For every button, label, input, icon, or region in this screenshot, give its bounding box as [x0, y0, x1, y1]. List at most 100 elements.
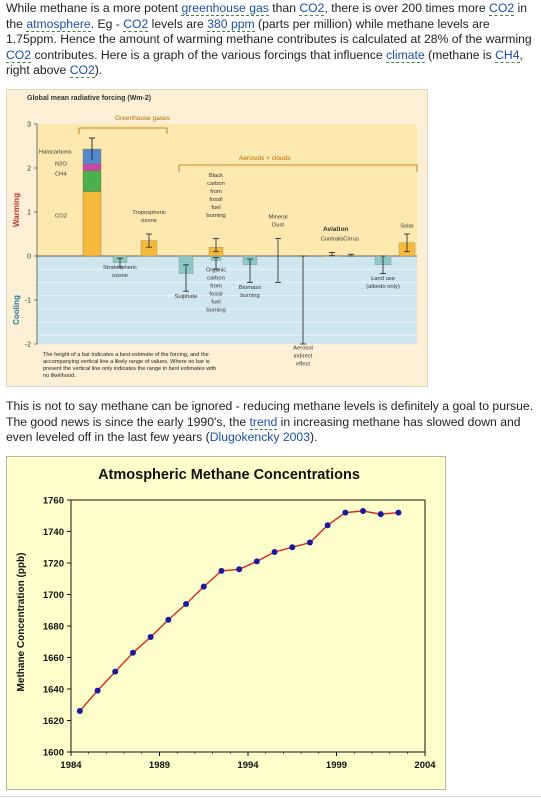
- methane-chart-title: Atmospheric Methane Concentrations: [98, 467, 360, 483]
- forcing-category-label-line: Biomass: [239, 285, 261, 291]
- ghg-bar-segment: [82, 163, 102, 171]
- ghg-component-label: N2O: [55, 161, 67, 167]
- forcing-category-label-line: Cirrus: [343, 237, 359, 243]
- methane-x-tick-label: 1989: [149, 760, 170, 771]
- radiative-forcing-chart: Global mean radiative forcing (Wm-2) War…: [6, 89, 428, 387]
- forcing-y-ticks: 3 2 1 0 -1 -2: [25, 122, 37, 349]
- forcing-category-label-line: Solar: [400, 223, 414, 229]
- methane-y-tick-label: 1760: [43, 496, 64, 507]
- methane-plot-frame: [70, 499, 426, 753]
- forcing-category-label: Stratospheric ozone: [103, 265, 137, 279]
- forcing-category-label-line: ozone: [112, 273, 128, 279]
- methane-x-tick-label: 1994: [237, 760, 259, 771]
- methane-y-tick-label: 1600: [43, 748, 64, 759]
- link-climate[interactable]: climate: [386, 47, 425, 63]
- cooling-band: [37, 256, 417, 344]
- forcing-category-label-line: burning: [206, 213, 225, 219]
- forcing-category-label-line: Dust: [272, 223, 284, 229]
- cooling-label: Cooling: [12, 295, 21, 325]
- forcing-category-label-line: (albedo only): [366, 284, 400, 290]
- radiative-forcing-svg: Global mean radiative forcing (Wm-2) War…: [12, 95, 418, 379]
- link-trend[interactable]: trend: [249, 414, 278, 430]
- forcing-category-label-line: carbon: [207, 181, 225, 187]
- methane-data-point: [253, 558, 260, 565]
- forcing-category-label: Solar: [400, 223, 414, 229]
- ghg-component-label: CH4: [55, 171, 67, 177]
- forcing-category-label-line: fuel: [211, 205, 220, 211]
- methane-x-tick-label: 1999: [326, 760, 347, 771]
- methane-data-point: [76, 708, 83, 715]
- methane-series-points: [76, 508, 402, 715]
- methane-data-point: [200, 583, 207, 590]
- group-greenhouse-label: Greenhouse gases: [115, 115, 171, 122]
- methane-y-axis-label: Methane Concentration (ppb): [16, 553, 27, 692]
- methane-data-point: [165, 616, 172, 623]
- forcing-y-tick-label: -2: [25, 342, 31, 349]
- forcing-category-label-line: fossil: [209, 291, 222, 297]
- forcing-category-label-line: indirect: [294, 353, 313, 359]
- link-co2[interactable]: CO2: [69, 63, 95, 78]
- link-co2[interactable]: CO2: [6, 47, 32, 63]
- forcing-category-label-line: Stratospheric: [103, 265, 137, 271]
- forcing-category-label-line: burning: [240, 293, 259, 299]
- methane-y-tick-label: 1620: [43, 716, 64, 727]
- forcing-y-tick-label: -1: [25, 298, 31, 305]
- forcing-category-label-line: fossil: [209, 197, 222, 203]
- intro-paragraph: While methane is a more potent greenhous…: [6, 1, 532, 78]
- link-dlugokencky-2003[interactable]: Dlugokencky 2003: [209, 430, 310, 444]
- methane-data-point: [289, 544, 296, 551]
- forcing-category-label-line: Mineral: [268, 215, 287, 221]
- methane-y-tick-label: 1740: [43, 527, 64, 538]
- methane-data-point: [147, 634, 154, 641]
- methane-data-point: [306, 539, 313, 546]
- methane-data-point: [183, 600, 190, 607]
- link-co2[interactable]: CO2: [489, 1, 515, 16]
- group-aviation-label: Aviation: [323, 226, 348, 233]
- methane-y-tick-label: 1640: [43, 685, 64, 696]
- forcing-category-label-line: Sulphate: [175, 294, 198, 300]
- forcing-category-label: Contrails: [321, 237, 344, 243]
- ghg-bar-segment: [82, 191, 102, 257]
- ghg-bar-segment: [82, 170, 102, 192]
- forcing-category-label-line: Aerosol: [293, 345, 313, 351]
- forcing-note-text: The height of a bar indicates a best est…: [43, 352, 216, 379]
- methane-data-point: [360, 508, 367, 515]
- forcing-category-label-line: ozone: [141, 218, 157, 224]
- group-greenhouse-bracket: [78, 127, 168, 134]
- forcing-note-line: no likelihood.: [43, 373, 76, 379]
- methane-axes: 1984 1989 1994 1999 2004 1760 1740 1720 1700 1680…: [43, 496, 436, 772]
- methane-x-tick-label: 1984: [60, 760, 82, 771]
- methane-data-point: [324, 522, 331, 529]
- link-co2[interactable]: CO2: [123, 16, 149, 32]
- link-atmosphere[interactable]: atmosphere: [26, 16, 91, 32]
- link-ch4[interactable]: CH4: [495, 47, 520, 63]
- methane-data-point: [129, 649, 136, 656]
- followup-paragraph: This is not to say methane can be ignore…: [6, 399, 534, 444]
- forcing-category-label-line: Tropospheric: [132, 210, 166, 216]
- ghg-component-label: Halocarbons: [39, 149, 72, 155]
- methane-data-point: [218, 567, 225, 574]
- link-co2[interactable]: CO2: [299, 1, 325, 16]
- forcing-category-label-line: Contrails: [321, 237, 344, 243]
- bottom-divider: [0, 796, 541, 797]
- forcing-y-tick-label: 1: [27, 210, 31, 217]
- methane-y-tick-label: 1680: [43, 622, 64, 633]
- methane-data-point: [271, 548, 278, 555]
- methane-data-point: [94, 687, 101, 694]
- methane-x-tick-label: 2004: [414, 760, 436, 771]
- forcing-note-line: present the vertical line only indicates…: [43, 366, 216, 372]
- methane-y-tick-label: 1700: [43, 590, 64, 601]
- forcing-category-label-line: from: [210, 189, 222, 195]
- forcing-category-label-line: carbon: [207, 275, 225, 281]
- link-greenhouse-gas[interactable]: greenhouse gas: [181, 1, 269, 16]
- group-aerosols-bracket: [178, 164, 418, 172]
- forcing-category-label: Tropospheric ozone: [132, 210, 166, 224]
- forcing-category-label-line: fuel: [211, 299, 220, 305]
- forcing-note-line: The height of a bar indicates a best est…: [43, 352, 209, 358]
- methane-series-line: [79, 510, 399, 712]
- link-380-ppm[interactable]: 380 ppm: [207, 16, 255, 32]
- methane-data-point: [395, 509, 402, 516]
- forcing-category-label-line: Land use: [371, 276, 395, 282]
- methane-data-point: [342, 509, 349, 516]
